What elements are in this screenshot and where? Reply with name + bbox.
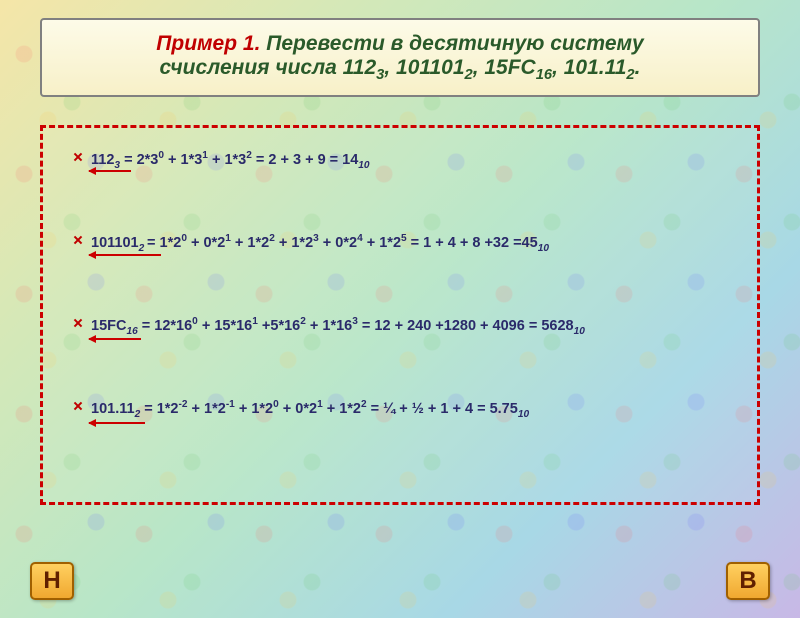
arrow-icon: [89, 254, 161, 256]
equation-line-3: 15FC16 = 12*160 + 15*161 +5*162 + 1*163 …: [73, 314, 733, 339]
equation-line-4: 101.112 = 1*2-2 + 1*2-1 + 1*20 + 0*21 + …: [73, 397, 733, 422]
bullet-icon: [73, 318, 83, 328]
arrow-icon: [89, 422, 145, 424]
title-line1: Перевести в десятичную систему: [260, 32, 643, 55]
title-line2: счисления числа 1123, 1011012, 15FC16, 1…: [160, 56, 641, 79]
bullet-icon: [73, 401, 83, 411]
content-box: 1123 = 2*30 + 1*31 + 1*32 = 2 + 3 + 9 = …: [40, 125, 760, 505]
equation-line-2: 1011012 = 1*20 + 0*21 + 1*22 + 1*23 + 0*…: [73, 231, 733, 256]
title-prefix: Пример 1.: [156, 32, 260, 55]
eq2-text: 1011012 = 1*20 + 0*21 + 1*22 + 1*23 + 0*…: [91, 235, 549, 251]
nav-back-button[interactable]: Н: [30, 562, 74, 600]
nav-forward-button[interactable]: В: [726, 562, 770, 600]
bullet-icon: [73, 152, 83, 162]
equation-line-1: 1123 = 2*30 + 1*31 + 1*32 = 2 + 3 + 9 = …: [73, 148, 733, 173]
eq1-text: 1123 = 2*30 + 1*31 + 1*32 = 2 + 3 + 9 = …: [91, 152, 370, 168]
arrow-icon: [89, 170, 131, 172]
eq4-text: 101.112 = 1*2-2 + 1*2-1 + 1*20 + 0*21 + …: [91, 401, 529, 417]
eq3-text: 15FC16 = 12*160 + 15*161 +5*162 + 1*163 …: [91, 318, 585, 334]
arrow-icon: [89, 338, 141, 340]
bullet-icon: [73, 235, 83, 245]
title-box: Пример 1. Перевести в десятичную систему…: [40, 18, 760, 97]
